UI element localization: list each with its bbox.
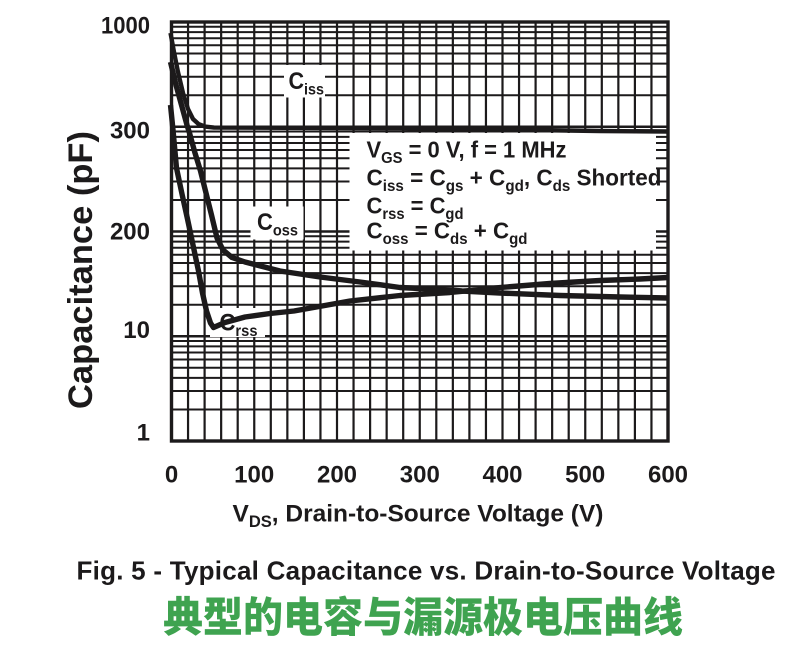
svg-text:10: 10: [123, 317, 150, 344]
svg-text:600: 600: [648, 461, 688, 488]
svg-text:1: 1: [137, 420, 150, 447]
svg-text:Fig. 5 - Typical Capacitance v: Fig. 5 - Typical Capacitance vs. Drain-t…: [77, 556, 776, 586]
svg-text:Capacitance (pF): Capacitance (pF): [62, 131, 100, 409]
svg-text:Ciss: Ciss: [289, 68, 325, 99]
svg-text:200: 200: [110, 219, 150, 246]
svg-text:300: 300: [110, 118, 150, 145]
svg-text:Crss = Cgd: Crss = Cgd: [367, 193, 464, 224]
svg-text:0: 0: [165, 461, 178, 488]
svg-text:Coss: Coss: [257, 209, 298, 240]
svg-text:Coss = Cds + Cgd: Coss = Cds + Cgd: [367, 218, 528, 249]
svg-text:500: 500: [565, 461, 605, 488]
svg-text:VDS, Drain-to-Source Voltage (: VDS, Drain-to-Source Voltage (V): [233, 501, 604, 532]
svg-text:Ciss = Cgs + Cgd, Cds Shorted: Ciss = Cgs + Cgd, Cds Shorted: [367, 165, 662, 196]
svg-text:1000: 1000: [101, 13, 150, 40]
svg-text:400: 400: [482, 461, 522, 488]
svg-text:300: 300: [400, 461, 440, 488]
svg-text:200: 200: [317, 461, 357, 488]
svg-text:VGS = 0 V, f = 1 MHz: VGS = 0 V, f = 1 MHz: [367, 137, 567, 168]
svg-text:100: 100: [234, 461, 274, 488]
svg-text:Crss: Crss: [220, 309, 258, 340]
